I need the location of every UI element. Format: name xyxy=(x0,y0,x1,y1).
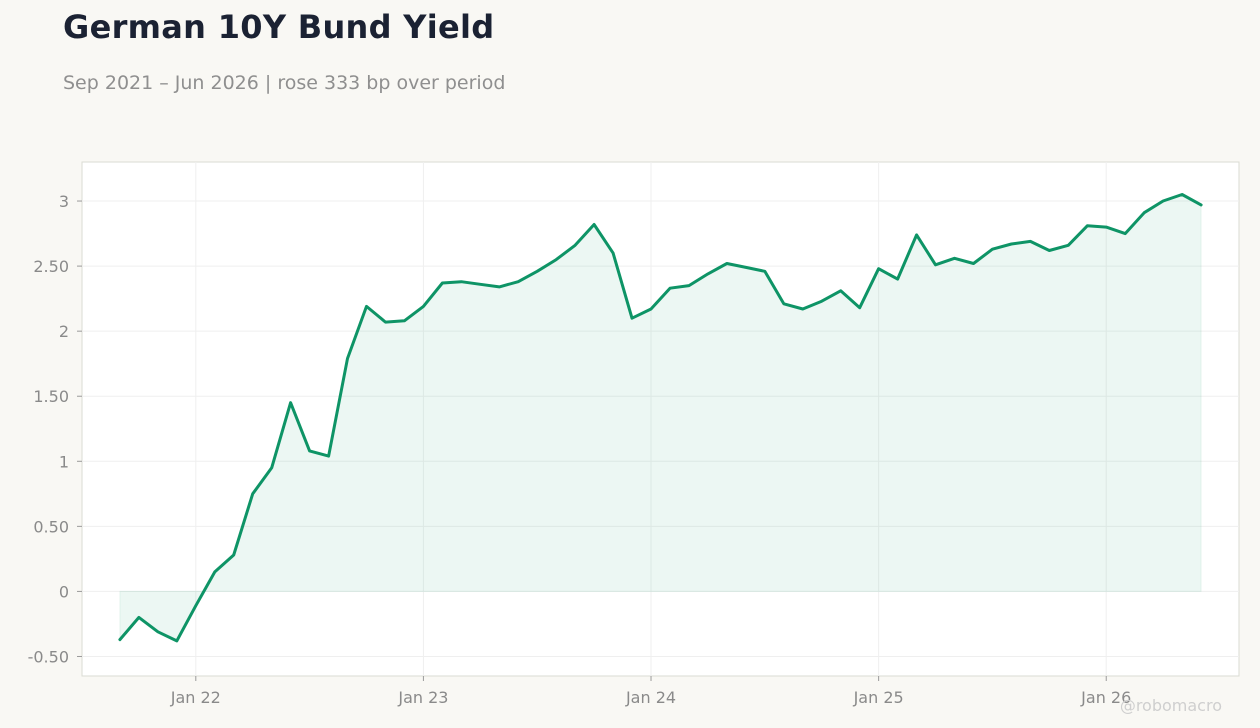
y-tick-label: 1.50 xyxy=(33,387,69,406)
data-point xyxy=(384,320,388,324)
x-axis-ticks: Jan 22 Jan 23 Jan 24 Jan 25 Jan 26 xyxy=(170,676,1131,707)
data-point xyxy=(877,267,881,271)
x-tick-label: Jan 26 xyxy=(1080,688,1131,707)
chart-title: German 10Y Bund Yield xyxy=(63,8,495,46)
data-point xyxy=(478,282,482,286)
data-point xyxy=(421,304,425,308)
data-point xyxy=(1066,243,1070,247)
data-point xyxy=(953,256,957,260)
x-tick-label: Jan 25 xyxy=(853,688,904,707)
data-point xyxy=(820,299,824,303)
data-point xyxy=(497,285,501,289)
data-point xyxy=(744,265,748,269)
data-point xyxy=(554,258,558,262)
data-point xyxy=(118,638,122,642)
data-point xyxy=(1161,199,1165,203)
data-point xyxy=(706,272,710,276)
data-point xyxy=(289,401,293,405)
x-tick-label: Jan 22 xyxy=(170,688,221,707)
data-point xyxy=(137,615,141,619)
data-point xyxy=(346,357,350,361)
data-point xyxy=(402,319,406,323)
y-axis-ticks: -0.50 0 0.50 1 1.50 2 2.50 3 xyxy=(28,192,82,666)
data-point xyxy=(839,289,843,293)
data-point xyxy=(194,604,198,608)
data-point xyxy=(327,454,331,458)
data-point xyxy=(459,280,463,284)
chart-subtitle: Sep 2021 – Jun 2026 | rose 333 bp over p… xyxy=(63,72,506,94)
data-point xyxy=(1085,224,1089,228)
data-point xyxy=(573,243,577,247)
data-point xyxy=(440,281,444,285)
data-point xyxy=(592,223,596,227)
y-tick-label: 0.50 xyxy=(33,517,69,536)
data-point xyxy=(213,570,217,574)
series-line xyxy=(118,193,1203,643)
data-point xyxy=(782,302,786,306)
data-point xyxy=(1199,203,1203,207)
x-tick-label: Jan 24 xyxy=(625,688,676,707)
data-point xyxy=(365,304,369,308)
data-point xyxy=(175,639,179,643)
data-point xyxy=(1123,232,1127,236)
watermark: @robomacro xyxy=(1120,696,1222,715)
data-point xyxy=(1104,225,1108,229)
series-line-layer xyxy=(118,193,1203,643)
y-tick-label: -0.50 xyxy=(28,647,69,666)
data-point xyxy=(1009,242,1013,246)
data-point xyxy=(270,466,274,470)
data-point xyxy=(668,286,672,290)
data-point xyxy=(308,449,312,453)
data-point xyxy=(915,233,919,237)
grid-lines xyxy=(82,162,1239,676)
x-tick-label: Jan 23 xyxy=(397,688,448,707)
data-point xyxy=(858,306,862,310)
data-point xyxy=(1180,193,1184,197)
data-point xyxy=(896,277,900,281)
data-point xyxy=(1047,249,1051,253)
data-point xyxy=(516,280,520,284)
data-point xyxy=(611,251,615,255)
y-tick-label: 3 xyxy=(59,192,69,211)
data-point xyxy=(725,262,729,266)
data-point xyxy=(251,492,255,496)
y-tick-label: 2.50 xyxy=(33,257,69,276)
data-point xyxy=(934,263,938,267)
data-point xyxy=(687,284,691,288)
data-point xyxy=(972,262,976,266)
data-point xyxy=(156,630,160,634)
data-point xyxy=(630,316,634,320)
y-tick-label: 0 xyxy=(59,582,69,601)
data-point xyxy=(1028,239,1032,243)
data-point xyxy=(801,307,805,311)
data-point xyxy=(649,307,653,311)
y-tick-label: 2 xyxy=(59,322,69,341)
data-point xyxy=(1142,211,1146,215)
data-point xyxy=(763,269,767,273)
y-tick-label: 1 xyxy=(59,452,69,471)
data-point xyxy=(232,553,236,557)
data-point xyxy=(990,247,994,251)
data-point xyxy=(535,269,539,273)
